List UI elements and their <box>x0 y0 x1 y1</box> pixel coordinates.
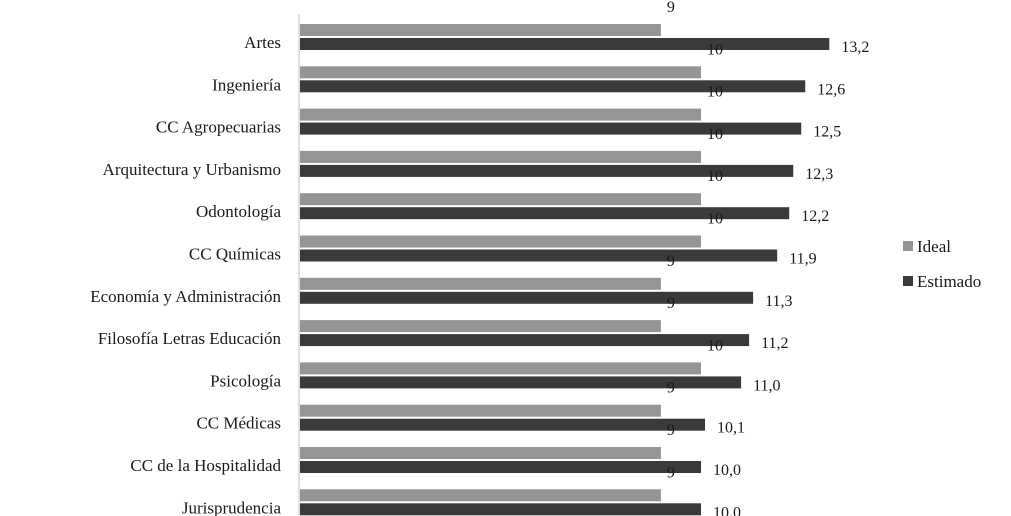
bar-estimado <box>300 334 750 347</box>
value-label-ideal: 10 <box>707 84 723 101</box>
bar-estimado <box>300 461 701 473</box>
bars-layer <box>300 24 830 516</box>
bar-estimado <box>300 249 778 262</box>
bar-ideal <box>300 489 661 502</box>
value-label-ideal: 10 <box>707 126 723 143</box>
category-label: Ingeniería <box>212 75 281 94</box>
category-label: Artes <box>244 33 281 52</box>
value-label-estimado: 12,2 <box>801 208 829 225</box>
legend-swatch-ideal <box>903 241 913 251</box>
category-label: CC Agropecuarias <box>156 118 281 137</box>
legend-swatch-estimado <box>903 276 913 286</box>
legend: Ideal Estimado <box>903 237 981 291</box>
category-label: CC Médicas <box>196 414 281 433</box>
category-label: CC de la Hospitalidad <box>130 456 281 475</box>
category-label: Jurisprudencia <box>182 498 282 516</box>
value-label-estimado: 12,3 <box>805 166 833 183</box>
value-label-estimado: 10,0 <box>713 462 741 479</box>
bar-estimado <box>300 38 830 50</box>
value-label-estimado: 10,1 <box>717 420 745 437</box>
bar-ideal <box>300 320 661 333</box>
bar-ideal <box>300 66 701 79</box>
value-label-ideal: 9 <box>667 253 675 270</box>
labels-layer: Artes 9 13,2 Ingeniería 10 12,6 CC Agropecuari… <box>90 0 869 516</box>
bar-ideal <box>300 447 661 459</box>
category-label: Odontología <box>196 202 281 221</box>
bar-estimado <box>300 122 802 135</box>
category-label: Psicología <box>210 371 281 390</box>
value-label-estimado: 11,9 <box>789 251 816 268</box>
value-label-estimado: 11,2 <box>761 335 788 352</box>
bar-estimado <box>300 418 706 431</box>
value-label-ideal: 10 <box>707 41 723 58</box>
bar-ideal <box>300 150 701 163</box>
bar-ideal <box>300 193 701 206</box>
value-label-ideal: 10 <box>707 168 723 185</box>
bar-ideal <box>300 277 661 290</box>
value-label-estimado: 11,0 <box>753 377 780 394</box>
value-label-estimado: 10.0 <box>713 504 741 516</box>
value-label-ideal: 10 <box>707 337 723 354</box>
bar-estimado <box>300 207 790 220</box>
bar-ideal <box>300 24 661 36</box>
value-label-ideal: 9 <box>667 464 675 481</box>
bar-ideal <box>300 404 661 417</box>
category-label: Economía y Administración <box>90 287 281 306</box>
legend-label-estimado: Estimado <box>917 272 981 291</box>
bar-estimado <box>300 376 742 389</box>
value-label-ideal: 10 <box>707 211 723 228</box>
value-label-estimado: 11,3 <box>765 293 792 310</box>
bar-estimado <box>300 291 754 304</box>
bar-ideal <box>300 235 701 248</box>
value-label-estimado: 13,2 <box>841 39 869 56</box>
value-label-estimado: 12,6 <box>817 81 845 98</box>
category-label: Arquitectura y Urbanismo <box>103 160 281 179</box>
bar-ideal <box>300 362 701 375</box>
value-label-ideal: 9 <box>667 0 675 16</box>
category-label: CC Químicas <box>189 245 281 264</box>
bar-ideal <box>300 108 701 121</box>
legend-label-ideal: Ideal <box>917 237 951 256</box>
bar-estimado <box>300 503 701 516</box>
value-label-ideal: 9 <box>667 295 675 312</box>
bar-estimado <box>300 164 794 177</box>
category-label: Filosofía Letras Educación <box>98 329 282 348</box>
value-label-ideal: 9 <box>667 380 675 397</box>
value-label-estimado: 12,5 <box>813 124 841 141</box>
value-label-ideal: 9 <box>667 422 675 439</box>
bar-estimado <box>300 80 806 93</box>
